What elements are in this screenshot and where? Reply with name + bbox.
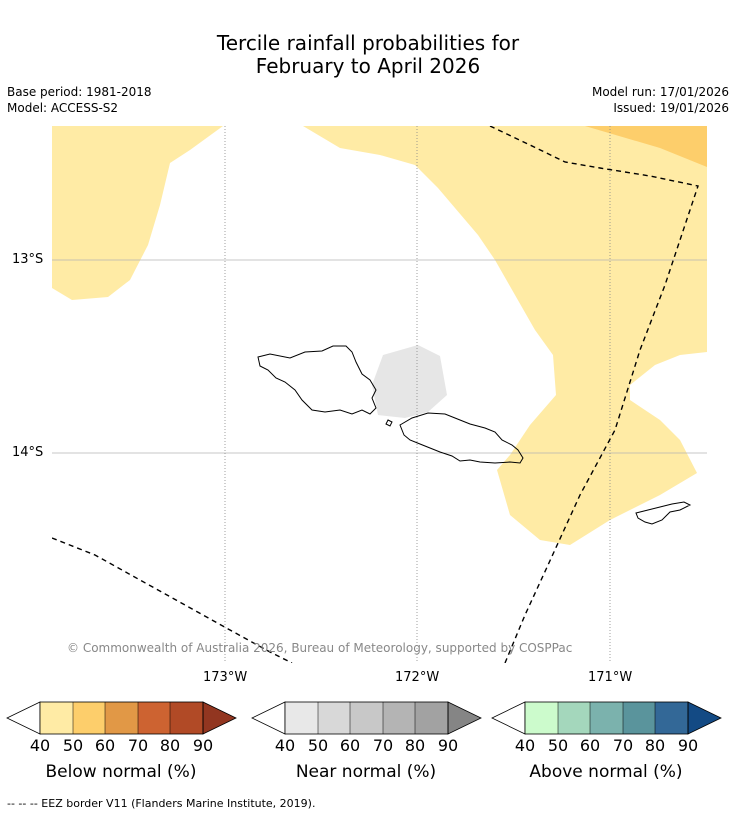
base-period: Base period: 1981-2018 [7, 85, 152, 99]
near-normal-tick: 80 [404, 736, 426, 755]
near-normal-tick: 60 [339, 736, 361, 755]
below-normal-tick: 40 [29, 736, 51, 755]
below-normal-tick: 60 [94, 736, 116, 755]
model-name: Model: ACCESS-S2 [7, 101, 119, 115]
near-normal-tick: 50 [307, 736, 329, 755]
colorbar-near-normal [251, 701, 482, 735]
upolu-island [399, 412, 524, 464]
lon-label-171w: 171°W [588, 670, 633, 685]
above-normal-tick: 70 [612, 736, 634, 755]
tutuila-island [635, 501, 692, 525]
lon-label-173w: 173°W [203, 670, 248, 685]
above-normal-tick: 50 [547, 736, 569, 755]
near-normal-tick: 90 [437, 736, 459, 755]
map-area [52, 126, 707, 663]
graticule [52, 126, 707, 663]
savaii-island [257, 345, 377, 415]
colorbar-above-normal [491, 701, 722, 735]
below-normal-region-west [52, 126, 223, 300]
above-normal-tick: 40 [514, 736, 536, 755]
below-normal-tick: 90 [192, 736, 214, 755]
copyright-notice: © Commonwealth of Australia 2026, Bureau… [67, 641, 573, 655]
map-title-line1: Tercile rainfall probabilities for [216, 31, 520, 55]
above-normal-tick: 80 [644, 736, 666, 755]
colorbar-below-normal [6, 701, 237, 735]
below-normal-tick: 80 [159, 736, 181, 755]
model-run: Model run: 17/01/2026 [591, 85, 729, 99]
manono-island [385, 419, 393, 427]
near-normal-tick: 40 [274, 736, 296, 755]
above-normal-label: Above normal (%) [529, 762, 683, 782]
below-normal-tick: 70 [127, 736, 149, 755]
map-title-line2: February to April 2026 [255, 54, 481, 78]
below-normal-region-strong [585, 126, 707, 167]
near-normal-tick: 70 [372, 736, 394, 755]
below-normal-label: Below normal (%) [45, 762, 197, 782]
eez-border [52, 126, 699, 663]
near-normal-label: Near normal (%) [295, 762, 437, 782]
eez-footnote: -- -- -- EEZ border V11 (Flanders Marine… [7, 797, 316, 810]
above-normal-tick: 90 [677, 736, 699, 755]
below-normal-region-east [303, 126, 707, 545]
lon-label-172w: 172°W [395, 670, 440, 685]
below-normal-tick: 50 [62, 736, 84, 755]
lat-label-13s: 13°S [12, 252, 44, 267]
above-normal-tick: 60 [579, 736, 601, 755]
issued-date: Issued: 19/01/2026 [613, 101, 729, 115]
lat-label-14s: 14°S [12, 445, 44, 460]
near-normal-region [372, 345, 447, 418]
